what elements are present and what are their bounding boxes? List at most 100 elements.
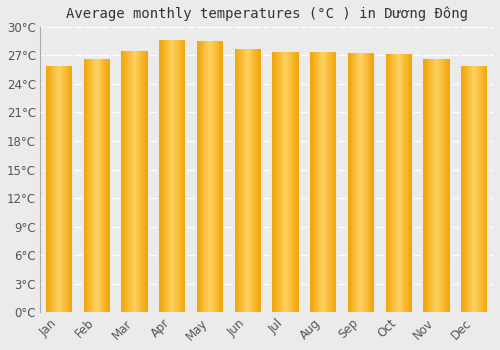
Bar: [144, 51, 145, 313]
Bar: [131, 51, 132, 313]
Bar: [177, 40, 178, 313]
Bar: [86, 59, 88, 313]
Bar: [334, 51, 336, 313]
Bar: [315, 51, 316, 313]
Bar: [460, 66, 461, 313]
Bar: [245, 49, 246, 313]
Bar: [284, 51, 286, 313]
Bar: [360, 54, 361, 313]
Bar: [466, 66, 468, 313]
Bar: [47, 66, 48, 313]
Bar: [160, 40, 161, 313]
Bar: [248, 49, 250, 313]
Bar: [95, 59, 96, 313]
Bar: [136, 51, 138, 313]
Bar: [409, 54, 410, 313]
Bar: [316, 51, 318, 313]
Bar: [214, 41, 215, 313]
Bar: [102, 59, 104, 313]
Bar: [250, 49, 252, 313]
Bar: [390, 54, 391, 313]
Bar: [386, 54, 388, 313]
Bar: [309, 51, 310, 313]
Bar: [132, 51, 134, 313]
Bar: [161, 40, 162, 313]
Bar: [124, 51, 125, 313]
Bar: [277, 51, 278, 313]
Bar: [402, 54, 404, 313]
Bar: [428, 59, 429, 313]
Bar: [397, 54, 398, 313]
Bar: [422, 59, 423, 313]
Bar: [296, 51, 297, 313]
Bar: [443, 59, 444, 313]
Bar: [122, 51, 124, 313]
Bar: [98, 59, 100, 313]
Bar: [143, 51, 144, 313]
Bar: [486, 66, 488, 313]
Bar: [480, 66, 481, 313]
Bar: [210, 41, 211, 313]
Bar: [72, 66, 74, 313]
Bar: [109, 59, 110, 313]
Bar: [97, 59, 98, 313]
Bar: [202, 41, 203, 313]
Bar: [165, 40, 166, 313]
Bar: [481, 66, 482, 313]
Bar: [50, 66, 51, 313]
Bar: [359, 54, 360, 313]
Bar: [347, 54, 348, 313]
Bar: [462, 66, 463, 313]
Bar: [146, 51, 147, 313]
Bar: [60, 66, 61, 313]
Bar: [295, 51, 296, 313]
Bar: [429, 59, 430, 313]
Bar: [56, 66, 57, 313]
Bar: [158, 40, 159, 313]
Bar: [163, 40, 164, 313]
Bar: [91, 59, 92, 313]
Bar: [220, 41, 222, 313]
Bar: [370, 54, 372, 313]
Bar: [374, 54, 375, 313]
Bar: [361, 54, 362, 313]
Bar: [440, 59, 441, 313]
Bar: [63, 66, 64, 313]
Bar: [293, 51, 294, 313]
Bar: [275, 51, 276, 313]
Bar: [311, 51, 312, 313]
Bar: [212, 41, 213, 313]
Bar: [58, 66, 59, 313]
Bar: [241, 49, 242, 313]
Bar: [54, 66, 56, 313]
Bar: [246, 49, 247, 313]
Bar: [294, 51, 295, 313]
Bar: [68, 66, 70, 313]
Bar: [324, 51, 325, 313]
Bar: [329, 51, 330, 313]
Bar: [364, 54, 365, 313]
Bar: [482, 66, 484, 313]
Bar: [260, 49, 261, 313]
Bar: [394, 54, 395, 313]
Bar: [257, 49, 258, 313]
Bar: [314, 51, 315, 313]
Bar: [125, 51, 126, 313]
Bar: [282, 51, 284, 313]
Bar: [411, 54, 412, 313]
Bar: [252, 49, 254, 313]
Bar: [372, 54, 373, 313]
Bar: [104, 59, 106, 313]
Bar: [442, 59, 443, 313]
Bar: [331, 51, 332, 313]
Bar: [242, 49, 243, 313]
Bar: [298, 51, 300, 313]
Bar: [320, 51, 322, 313]
Bar: [256, 49, 257, 313]
Bar: [134, 51, 136, 313]
Bar: [90, 59, 91, 313]
Bar: [198, 41, 200, 313]
Bar: [216, 41, 218, 313]
Bar: [46, 66, 47, 313]
Bar: [261, 49, 262, 313]
